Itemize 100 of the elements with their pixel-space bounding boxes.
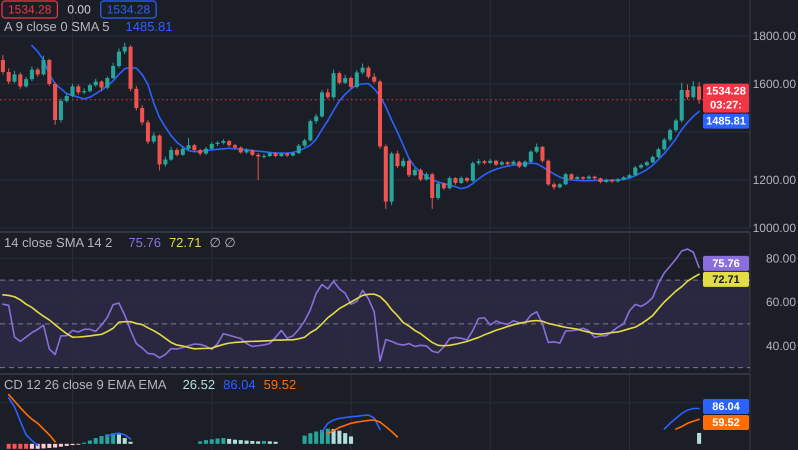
candlestick: [41, 55, 46, 76]
candlestick: [152, 132, 156, 144]
candlestick: [105, 76, 110, 90]
candlestick: [320, 90, 324, 118]
candlestick: [372, 72, 376, 84]
annotation: 26.52: [182, 377, 216, 392]
candlestick: [528, 150, 533, 164]
y-tick-label: 60.00: [766, 295, 796, 309]
candlestick: [140, 104, 144, 126]
candlestick: [430, 172, 434, 210]
candlestick: [448, 176, 452, 190]
candlestick: [332, 69, 336, 99]
data-label: 75.76: [712, 258, 740, 270]
bar: [227, 438, 232, 444]
candlestick: [64, 93, 69, 104]
candlestick: [163, 156, 168, 168]
bar: [320, 430, 324, 444]
candlestick: [30, 66, 34, 82]
ref-line-label: 1534.28: [706, 86, 746, 98]
data-label: 59.52: [712, 416, 740, 429]
y-tick-label: 40.00: [766, 338, 796, 353]
candlestick: [360, 63, 365, 75]
y-tick-label: 1600.00: [752, 77, 796, 91]
candlestick: [76, 84, 80, 96]
candlestick: [685, 84, 690, 100]
line-series: [2, 248, 700, 362]
candlestick: [186, 138, 191, 150]
candlestick: [18, 72, 22, 90]
text: 72.71: [168, 235, 202, 250]
candlestick: [100, 80, 104, 92]
candlestick: [418, 168, 423, 182]
candlestick: [116, 48, 121, 68]
text: 1485.81: [126, 19, 173, 34]
text: A 9 close 0 SMA 5: [4, 19, 110, 34]
candlestick: [122, 42, 127, 54]
candlestick: [470, 160, 475, 182]
candlestick: [564, 172, 568, 186]
candlestick: [58, 98, 63, 123]
candlestick: [395, 150, 400, 168]
text: 86.04: [223, 377, 256, 392]
candlestick: [534, 143, 539, 154]
annotation: ∅ ∅: [210, 235, 236, 250]
candlestick: [662, 138, 666, 152]
y-tick-label: 80.00: [766, 251, 796, 266]
bar: [198, 441, 202, 444]
candlestick: [12, 70, 17, 84]
candlestick: [406, 158, 412, 178]
candlestick: [314, 114, 318, 124]
candlestick: [0, 54, 5, 75]
candlestick: [401, 157, 406, 168]
candlestick: [343, 74, 348, 84]
bar: [6, 444, 11, 449]
annotation: 0.00: [67, 2, 92, 16]
data-label: 86.04: [712, 400, 741, 413]
candlestick: [348, 76, 354, 90]
chart-title: 14 close SMA 14 2: [4, 235, 112, 250]
candlestick: [540, 145, 544, 164]
candlestick: [656, 147, 661, 159]
bar: [697, 432, 702, 444]
candlestick: [47, 58, 52, 86]
data-label: 1485.81: [706, 116, 746, 128]
candlestick: [436, 181, 440, 200]
text: 75.76: [128, 235, 161, 250]
candlestick: [326, 88, 330, 100]
candlestick: [668, 128, 672, 142]
bar: [326, 428, 330, 444]
bar: [221, 438, 226, 444]
chart-title: CD 12 26 close 9 EMA EMA: [4, 377, 167, 392]
y-tick-label: 1800.00: [752, 29, 796, 43]
bar: [302, 436, 307, 444]
candlestick: [111, 62, 116, 80]
y-tick-label: 1000.00: [752, 221, 796, 235]
candlestick: [6, 68, 11, 84]
candlestick: [180, 146, 185, 156]
candlestick: [169, 146, 174, 162]
candlestick: [674, 118, 678, 132]
candlestick: [633, 166, 638, 177]
y-tick-label: 1200.00: [752, 173, 796, 187]
candlestick: [146, 120, 150, 144]
candlestick: [337, 71, 342, 85]
line-series: [2, 273, 700, 350]
text: 59.52: [264, 377, 296, 392]
text: 03:27:: [710, 100, 742, 112]
candlestick: [36, 67, 40, 78]
candlestick: [70, 84, 75, 98]
candlestick: [24, 76, 28, 88]
candlestick: [134, 85, 138, 111]
candlestick: [697, 82, 702, 104]
bar: [12, 444, 17, 449]
bar: [262, 440, 266, 444]
candlestick: [691, 80, 696, 99]
candlestick: [354, 70, 359, 89]
bar: [348, 436, 354, 444]
candlestick: [308, 119, 312, 142]
candlestick: [546, 159, 550, 186]
annotation: 1534.28: [106, 2, 150, 16]
data-label: 72.71: [712, 274, 740, 286]
annotation: 1534.28: [8, 2, 52, 16]
candlestick: [366, 66, 370, 80]
candlestick: [296, 144, 301, 155]
